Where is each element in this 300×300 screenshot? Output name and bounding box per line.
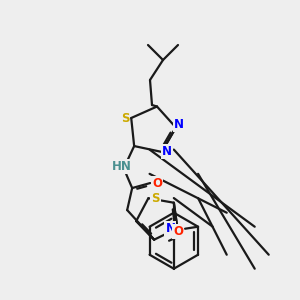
Text: S: S	[151, 192, 160, 205]
Text: N: N	[165, 222, 176, 235]
Text: O: O	[173, 225, 183, 238]
Text: HN: HN	[112, 160, 132, 172]
Text: S: S	[121, 112, 130, 125]
Text: N: N	[174, 118, 184, 131]
Text: N: N	[162, 146, 172, 158]
Text: O: O	[152, 177, 162, 190]
